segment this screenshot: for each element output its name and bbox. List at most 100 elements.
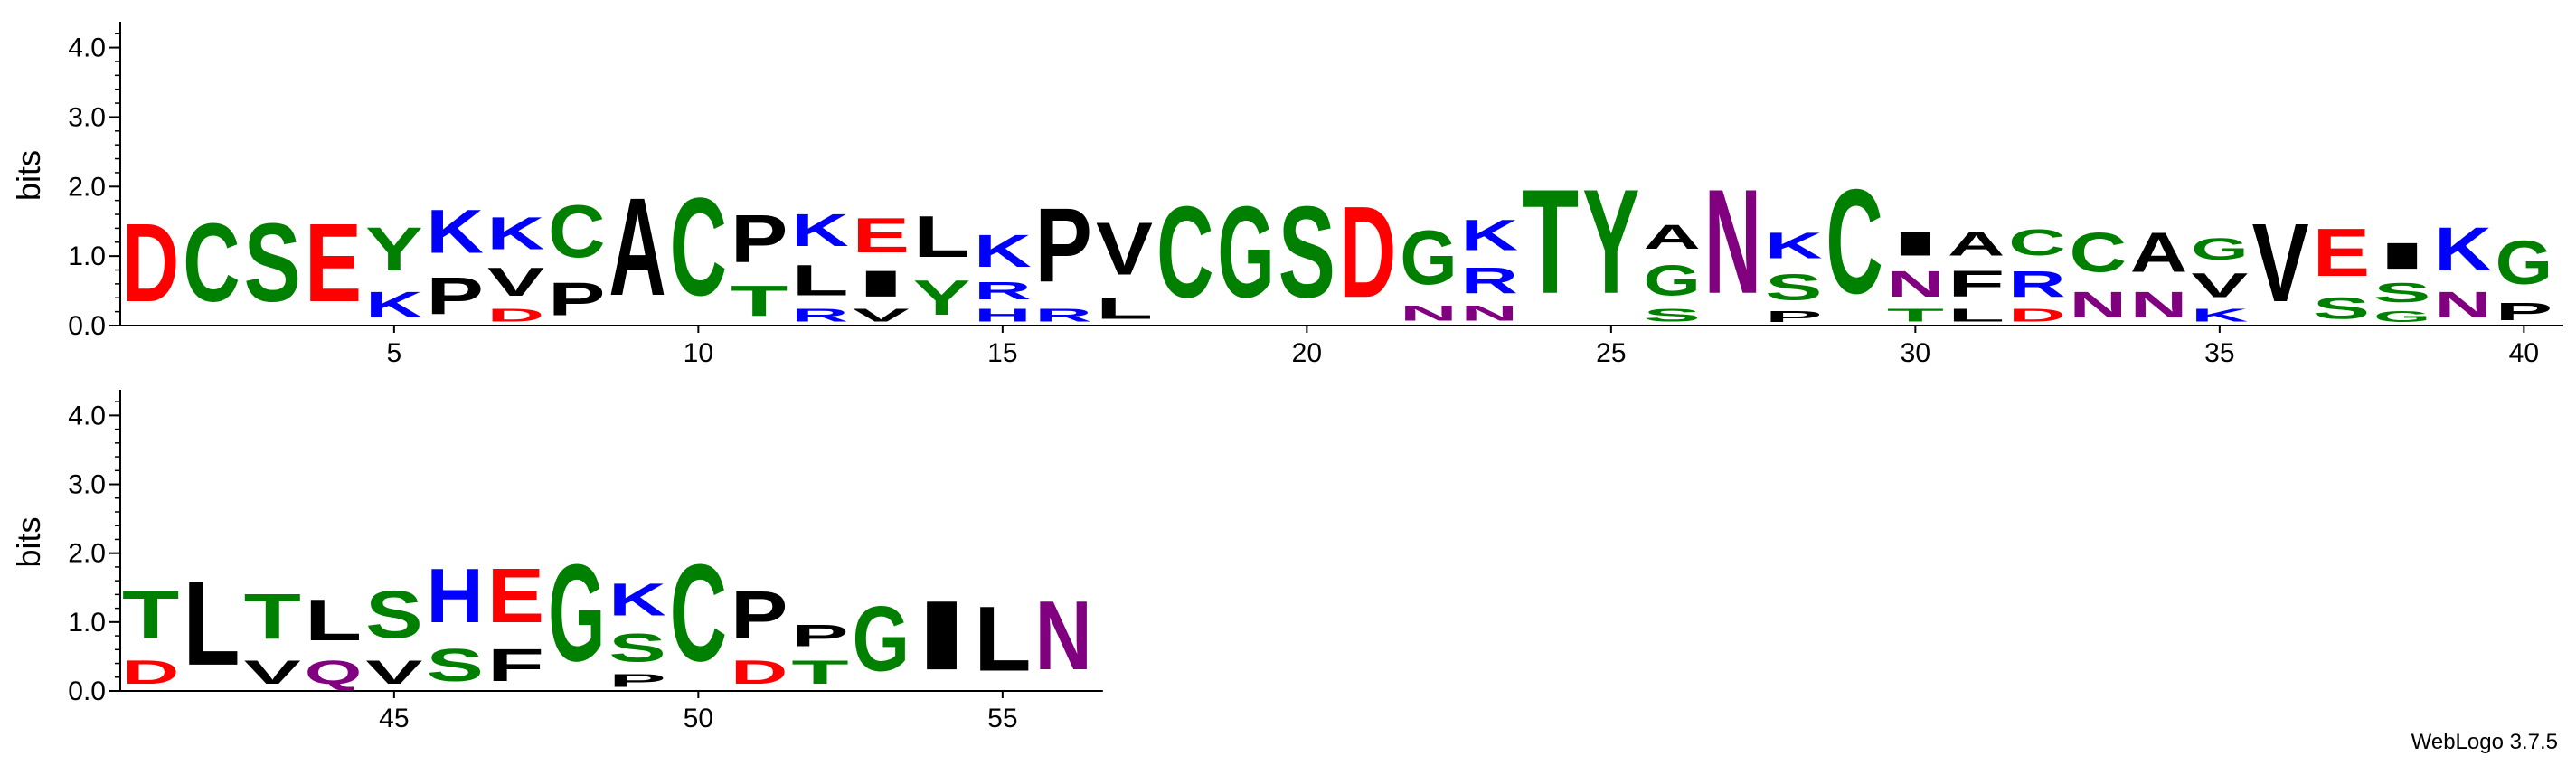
logo-letter-R-pos16: R: [1034, 305, 1091, 326]
logo-letter-A-pos34: A: [2130, 222, 2187, 284]
logo-letter-S-pos46: S: [427, 639, 484, 691]
logo-letter-A-pos26: A: [1643, 218, 1700, 256]
y-tick-label: 4.0: [68, 33, 106, 63]
x-tick-label: 20: [1292, 338, 1322, 368]
logo-letter-F-pos47: F: [487, 639, 544, 691]
y-tick-label: 4.0: [68, 401, 106, 430]
y-tick-label: 3.0: [68, 102, 106, 132]
y-tick-label: 2.0: [68, 172, 106, 202]
logo-letter-D-pos41: D: [122, 653, 179, 691]
logo-letter-T-pos52: T: [791, 653, 848, 691]
logo-letter-L-pos42: L: [183, 557, 240, 691]
logo-letter-H-pos15: H: [974, 305, 1031, 326]
logo-letter-Y-pos14: Y: [913, 270, 970, 326]
x-tick-label: 15: [987, 338, 1017, 368]
logo-letter-V-pos43: V: [244, 653, 301, 691]
logo-letter-C-pos18: C: [1156, 180, 1213, 326]
logo-letter-R-pos12: R: [791, 305, 848, 326]
logo-letter-L-pos55: L: [974, 587, 1031, 690]
logo-letter-V-pos35: V: [2191, 267, 2248, 305]
logo-letter-I-pos30: I: [1887, 224, 1944, 262]
logo-letter-P-pos6: P: [427, 267, 484, 326]
logo-letter-N-pos23: N: [1461, 301, 1518, 326]
logo-letter-G-pos35: G: [2191, 232, 2248, 266]
y-axis-label: bits: [10, 516, 47, 567]
logo-letter-V-pos7: V: [487, 260, 544, 305]
logo-letter-N-pos27: N: [1704, 158, 1761, 325]
logo-letter-K-pos39: K: [2434, 214, 2491, 284]
logo-letter-P-pos52: P: [791, 619, 848, 653]
y-tick-label: 1.0: [68, 241, 106, 271]
y-tick-label: 2.0: [68, 539, 106, 569]
y-tick-label: 1.0: [68, 608, 106, 638]
logo-letter-F-pos31: F: [1948, 263, 2005, 305]
logo-letter-K-pos49: K: [609, 574, 666, 626]
logo-letter-E-pos4: E: [305, 201, 362, 326]
logo-letter-V-pos13: V: [853, 305, 911, 326]
logo-letter-P-pos49: P: [609, 670, 665, 691]
logo-letter-C-pos50: C: [670, 536, 727, 691]
logo-letter-G-pos38: G: [2373, 308, 2430, 326]
logo-letter-K-pos15: K: [974, 225, 1031, 277]
logo-letter-D-pos51: D: [731, 653, 788, 691]
logo-letter-V-pos17: V: [1096, 207, 1153, 290]
logo-letter-S-pos49: S: [609, 625, 665, 670]
logo-letter-P-pos40: P: [2496, 298, 2552, 326]
logo-letter-K-pos23: K: [1461, 211, 1518, 260]
logo-letter-Q-pos44: Q: [305, 654, 362, 691]
weblogo-credit: WebLogo 3.7.5: [2411, 730, 2558, 754]
logo-letter-S-pos37: S: [2313, 291, 2370, 326]
x-tick-label: 45: [379, 704, 409, 733]
logo-letter-N-pos56: N: [1035, 581, 1092, 690]
logo-letter-N-pos22: N: [1400, 301, 1457, 326]
logo-letter-K-pos28: K: [1765, 224, 1822, 266]
logo-letter-A-pos31: A: [1948, 225, 2005, 263]
logo-letter-N-pos39: N: [2434, 284, 2491, 326]
logo-letter-R-pos32: R: [2008, 263, 2065, 305]
logo-letter-E-pos37: E: [2313, 214, 2370, 291]
logo-letter-C-pos29: C: [1826, 158, 1882, 325]
logo-letter-G-pos48: G: [548, 535, 605, 690]
y-tick-label: 0.0: [68, 676, 106, 706]
logo-letter-T-pos30: T: [1887, 305, 1944, 326]
logo-letter-E-pos47: E: [487, 553, 544, 639]
logo-letter-D-pos32: D: [2008, 305, 2065, 326]
logo-letter-D-pos21: D: [1339, 180, 1396, 326]
x-tick-label: 40: [2509, 338, 2539, 368]
logo-letter-E-pos13: E: [853, 208, 910, 263]
logo-letter-G-pos26: G: [1644, 257, 1701, 305]
logo-letter-D-pos1: D: [122, 200, 179, 325]
x-tick-label: 50: [684, 704, 713, 733]
logo-letter-K-pos35: K: [2191, 305, 2248, 326]
logo-letter-T-pos43: T: [244, 580, 301, 652]
logo-letter-G-pos22: G: [1400, 213, 1457, 300]
logo-letter-I-pos13: I: [853, 263, 910, 305]
logo-letter-L-pos17: L: [1096, 291, 1153, 326]
logo-letter-C-pos33: C: [2070, 222, 2127, 284]
logo-letter-L-pos14: L: [913, 204, 970, 270]
logo-letter-K-pos12: K: [791, 204, 848, 256]
y-axis-label: bits: [10, 150, 47, 201]
logo-letter-D-pos7: D: [487, 305, 544, 326]
logo-letter-P-pos16: P: [1035, 186, 1092, 305]
logo-letter-S-pos26: S: [1644, 305, 1701, 326]
logo-letter-Y-pos5: Y: [365, 214, 422, 284]
logo-letter-N-pos30: N: [1887, 263, 1944, 305]
logo-letter-T-pos41: T: [122, 578, 179, 654]
logo-letter-A-pos9: A: [609, 168, 665, 325]
logo-letter-V-pos36: V: [2252, 201, 2309, 326]
logo-letter-C-pos2: C: [183, 200, 240, 325]
logo-letter-N-pos33: N: [2070, 284, 2127, 326]
logo-letter-H-pos46: H: [427, 553, 484, 639]
x-tick-label: 10: [684, 338, 713, 368]
logo-letter-T-pos24: T: [1522, 158, 1579, 325]
x-tick-label: 35: [2204, 338, 2234, 368]
logo-letter-L-pos44: L: [305, 588, 362, 653]
x-tick-label: 5: [387, 338, 402, 368]
logo-letter-K-pos6: K: [427, 197, 484, 267]
x-tick-label: 30: [1901, 338, 1930, 368]
logo-letter-K-pos7: K: [487, 208, 544, 260]
logo-letter-S-pos38: S: [2373, 277, 2430, 308]
